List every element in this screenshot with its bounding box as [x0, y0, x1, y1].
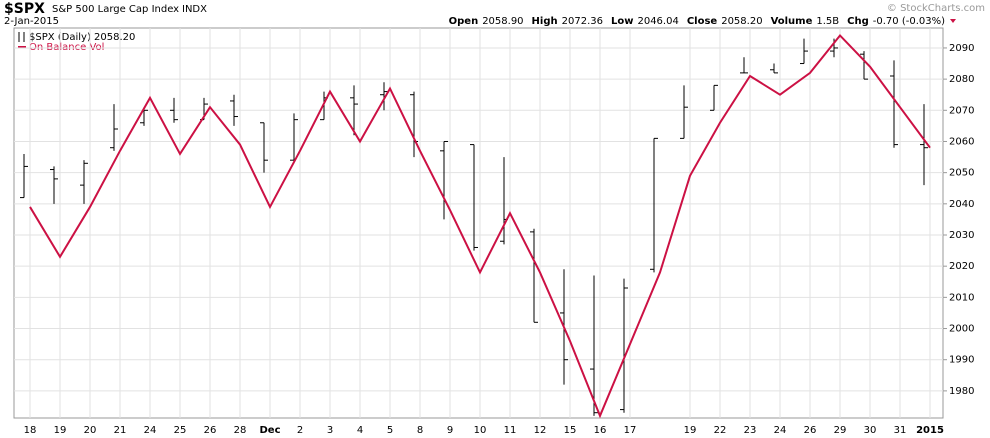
x-tick-label: 10	[474, 425, 487, 436]
copyright: © StockCharts.com	[887, 3, 985, 14]
x-tick-label: 21	[114, 425, 127, 436]
x-tick-label: 26	[204, 425, 217, 436]
chg-arrow	[950, 19, 956, 23]
index-name: S&P 500 Large Cap Index	[52, 4, 179, 15]
x-tick-label: 17	[624, 425, 637, 436]
symbol: $SPX	[4, 1, 45, 17]
x-tick-label: 19	[684, 425, 697, 436]
y-tick-label: 1990	[949, 355, 974, 366]
x-tick-label: 2015	[916, 425, 944, 436]
x-tick-label: 8	[417, 425, 423, 436]
y-tick-label: 2080	[949, 74, 974, 85]
y-tick-label: 2040	[949, 199, 974, 210]
x-tick-label: 25	[174, 425, 187, 436]
stat-value: 2058.90	[482, 16, 523, 27]
plot-frame	[13, 27, 944, 419]
x-tick-label: 22	[714, 425, 727, 436]
stat-value: 1.5B	[816, 16, 839, 27]
stat-value: 2058.20	[721, 16, 762, 27]
x-tick-label: 31	[894, 425, 907, 436]
x-tick-label: 18	[24, 425, 37, 436]
x-tick-label: 4	[357, 425, 363, 436]
x-tick-label: 20	[84, 425, 97, 436]
stat-label: Volume	[771, 16, 813, 27]
x-tick-label: 3	[327, 425, 333, 436]
y-tick-label: 2050	[949, 168, 974, 179]
x-tick-label: 9	[447, 425, 453, 436]
x-tick-label: 16	[594, 425, 607, 436]
stat-value: 2072.36	[562, 16, 603, 27]
y-tick-label: 2000	[949, 324, 974, 335]
exchange: INDX	[182, 4, 207, 15]
x-tick-label: 19	[54, 425, 67, 436]
y-tick-label: 1980	[949, 386, 974, 397]
x-tick-label: 11	[504, 425, 517, 436]
y-tick-label: 2090	[949, 43, 974, 54]
x-tick-label: 28	[234, 425, 247, 436]
stat-label: Open	[449, 16, 479, 27]
stat-value: -0.70 (-0.03%)	[873, 16, 945, 27]
x-tick-label: 24	[144, 425, 157, 436]
x-tick-label: 2	[297, 425, 303, 436]
x-tick-label: 12	[534, 425, 547, 436]
x-tick-label: 30	[864, 425, 877, 436]
x-tick-label: 5	[387, 425, 393, 436]
y-tick-label: 2070	[949, 105, 974, 116]
stat-label: Chg	[847, 16, 869, 27]
x-tick-label: 24	[774, 425, 787, 436]
y-tick-label: 2030	[949, 230, 974, 241]
stat-value: 2046.04	[637, 16, 678, 27]
x-tick-label: Dec	[259, 425, 280, 436]
date: 2-Jan-2015	[4, 16, 59, 27]
x-tick-label: 23	[744, 425, 757, 436]
x-tick-label: 15	[564, 425, 577, 436]
x-tick-label: 26	[804, 425, 817, 436]
stat-label: High	[532, 16, 558, 27]
stat-label: Close	[687, 16, 718, 27]
obv-line	[29, 33, 931, 419]
y-tick-label: 2010	[949, 292, 974, 303]
legend-label: $SPX (Daily) 2058.20	[29, 32, 135, 43]
y-tick-label: 2020	[949, 261, 974, 272]
x-tick-label: 29	[834, 425, 847, 436]
y-tick-label: 2060	[949, 136, 974, 147]
stat-label: Low	[611, 16, 633, 27]
